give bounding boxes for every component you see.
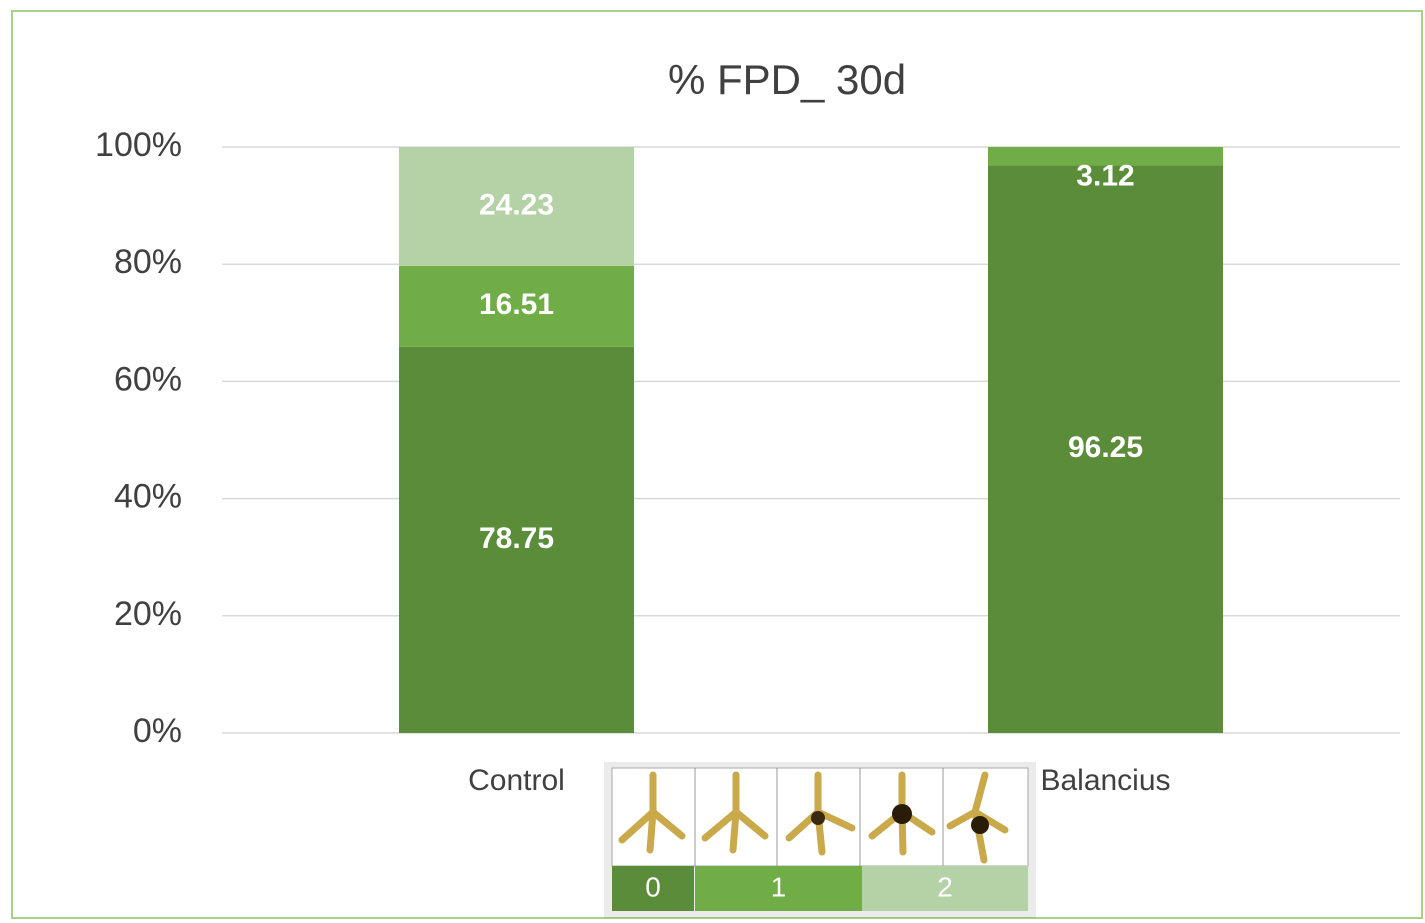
legend-label: 0 — [645, 871, 661, 902]
y-tick-label: 20% — [114, 595, 182, 633]
y-tick-label: 40% — [114, 478, 182, 516]
legend-label: 1 — [771, 871, 787, 902]
data-label: 3.12 — [1076, 159, 1134, 192]
data-label: 96.25 — [1068, 431, 1143, 464]
x-tick-label: Control — [468, 764, 565, 797]
legend: 0 1 2 — [604, 762, 1036, 918]
data-label: 24.23 — [479, 188, 554, 221]
lesion — [971, 816, 989, 834]
chart: % FPD_ 30d 0 1 2 0% 20% 40% 60% 80% 100% Control… — [0, 0, 1425, 923]
y-tick-label: 80% — [114, 243, 182, 281]
data-label: 78.75 — [479, 522, 554, 555]
x-tick-label: Balancius — [1040, 764, 1170, 797]
lesion — [811, 811, 825, 825]
y-tick-label: 100% — [95, 126, 182, 164]
y-tick-label: 0% — [133, 712, 182, 750]
lesion — [892, 804, 912, 824]
chart-title: % FPD_ 30d — [668, 56, 906, 103]
y-tick-label: 60% — [114, 360, 182, 398]
legend-label: 2 — [937, 871, 953, 902]
data-label: 16.51 — [479, 288, 554, 321]
page: {"chart_data": {"type": "bar", "stacking… — [0, 0, 1425, 923]
legend-images — [612, 768, 1028, 866]
